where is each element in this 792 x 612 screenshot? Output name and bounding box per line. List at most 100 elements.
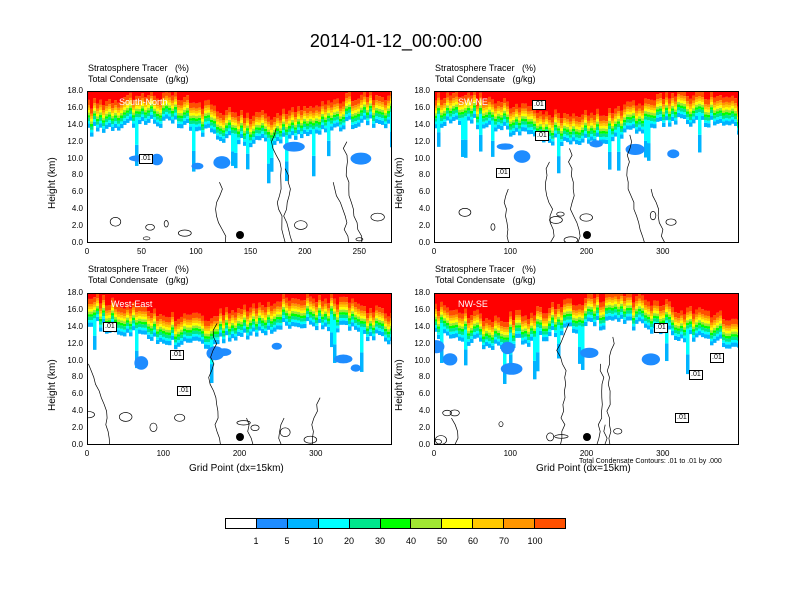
tracer-cell [725,96,729,102]
tracer-cell [282,299,286,302]
tracer-cell [527,127,531,131]
tracer-cell [605,302,609,306]
tracer-cell [123,120,127,125]
tracer-cell [524,111,528,114]
tracer-cell [306,125,310,130]
tracer-cell [476,101,480,107]
tracer-cell [165,334,169,339]
tracer-cell [488,109,492,113]
tracer-cell [599,123,603,127]
tracer-cell [647,120,651,144]
tracer-cell [737,124,739,128]
tracer-cell [719,328,723,332]
tracer-cell [527,329,531,332]
tracer-cell [608,129,612,152]
tracer-cell [587,298,591,302]
tracer-cell [629,106,633,110]
tracer-cell [342,296,346,302]
tracer-cell [270,321,274,324]
tracer-cell [342,91,346,102]
tracer-cell [440,107,444,111]
tracer-cell [207,107,211,111]
tracer-cell [159,293,163,315]
tracer-cell [620,293,624,297]
tracer-cell [318,295,322,301]
tracer-cell [572,118,576,122]
tracer-cell [566,137,570,143]
tracer-cell [339,127,343,132]
tracer-cell [521,116,525,119]
tracer-cell [216,333,220,338]
tracer-cell [324,112,328,115]
tracer-cell [434,110,438,114]
tracer-cell [689,114,693,117]
tracer-cell [288,313,292,317]
tracer-cell [473,316,477,319]
tracer-cell [713,118,717,122]
tracer-cell [186,107,190,111]
tracer-cell [584,109,588,116]
tracer-cell [318,318,322,323]
tracer-cell [324,303,328,307]
tracer-cell [132,104,136,108]
tracer-cell [533,320,537,324]
tracer-cell [713,102,717,106]
tracer-cell [608,91,612,109]
tracer-cell [153,108,157,112]
tracer-cell [315,325,319,331]
y-tick-label: 0.0 [71,440,83,449]
panel-1-label-line1: Stratosphere Tracer (%) [88,63,190,73]
tracer-cell [261,312,265,316]
tracer-cell [333,311,337,315]
tracer-cell [153,326,157,330]
tracer-cell [276,293,280,302]
condensate-contour-blob [250,424,260,431]
tracer-cell [381,109,385,113]
tracer-cell [177,105,181,108]
tracer-cell [90,311,94,315]
tracer-cell [482,342,486,345]
tracer-cell [318,300,322,303]
tracer-cell [105,305,109,311]
tracer-cell [282,108,286,114]
tracer-cell [285,126,289,130]
tracer-cell [632,326,636,331]
tracer-cell [207,321,211,327]
tracer-cell [725,101,729,105]
tracer-cell [530,106,534,112]
tracer-cell [294,313,298,317]
tracer-cell [153,111,157,114]
tracer-cell [123,112,127,115]
tracer-cell [602,123,606,126]
condensate-contour-blob [563,236,579,243]
tracer-cell [692,329,696,332]
tracer-cell [354,307,358,310]
tracer-cell [674,327,678,330]
tracer-cell [677,336,681,341]
tracer-cell [434,108,438,111]
tracer-cell [473,95,477,98]
tracer-cell [680,310,684,316]
tracer-cell [180,110,184,114]
tracer-cell [243,293,247,305]
tracer-cell [270,310,274,314]
tracer-cell [315,91,319,106]
tracer-cell [470,119,474,124]
tracer-cell [548,325,552,330]
tracer-cell [551,312,555,315]
tracer-cell [686,113,690,118]
tracer-cell [644,307,648,311]
tracer-cell [294,293,298,299]
tracer-cell [195,121,199,125]
tracer-cell [641,300,645,304]
tracer-cell [599,115,603,121]
tracer-cell [485,120,489,124]
tracer-cell [533,126,537,130]
tracer-cell [126,91,130,96]
tracer-cell [327,326,331,332]
tracer-cell [488,341,492,344]
x-tick-label: 100 [503,247,517,256]
tracer-cell [300,117,304,121]
tracer-cell [267,163,271,184]
tracer-cell [321,322,325,326]
